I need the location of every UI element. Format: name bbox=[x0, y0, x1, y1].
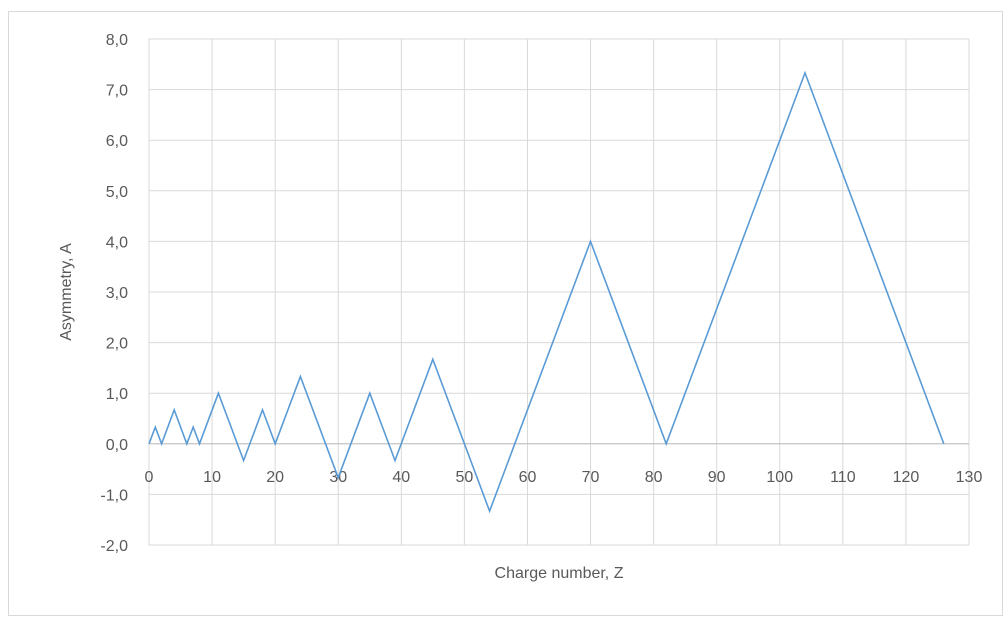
x-tick-label: 20 bbox=[266, 469, 284, 486]
y-tick-label: 4,0 bbox=[106, 234, 128, 251]
y-tick-label: -1,0 bbox=[100, 487, 128, 504]
x-tick-label: 110 bbox=[830, 469, 856, 486]
y-tick-label: 3,0 bbox=[106, 285, 128, 302]
x-tick-label: 60 bbox=[519, 469, 537, 486]
y-tick-label: 7,0 bbox=[106, 83, 128, 100]
y-tick-label: 0,0 bbox=[106, 437, 128, 454]
x-tick-label: 50 bbox=[455, 469, 473, 486]
x-tick-label: 70 bbox=[582, 469, 600, 486]
x-tick-label: 0 bbox=[145, 469, 154, 486]
x-tick-label: 90 bbox=[708, 469, 726, 486]
chart-area bbox=[8, 11, 1003, 616]
x-tick-label: 10 bbox=[203, 469, 221, 486]
x-axis-ticks: 0 10 20 30 40 50 60 70 80 90 100 110 120 130 bbox=[145, 469, 983, 486]
x-tick-label: 100 bbox=[766, 469, 793, 486]
series-group bbox=[148, 70, 945, 514]
x-axis-title: Charge number, Z bbox=[495, 565, 624, 582]
gridlines bbox=[148, 38, 970, 546]
y-tick-label: 1,0 bbox=[106, 386, 128, 403]
y-tick-label: 8,0 bbox=[106, 32, 128, 49]
y-axis-title: Asymmetry, A bbox=[58, 243, 75, 341]
x-tick-label: 80 bbox=[645, 469, 663, 486]
y-tick-label: 2,0 bbox=[106, 336, 128, 353]
y-axis-ticks: -2,0 -1,0 0,0 1,0 2,0 3,0 4,0 5,0 6,0 7,0 8,0 bbox=[100, 32, 128, 555]
x-tick-label: 120 bbox=[893, 469, 920, 486]
y-tick-label: 5,0 bbox=[106, 184, 128, 201]
y-tick-label: 6,0 bbox=[106, 133, 128, 150]
x-tick-label: 40 bbox=[392, 469, 410, 486]
series-line bbox=[148, 70, 945, 514]
x-tick-label: 130 bbox=[956, 469, 983, 486]
y-tick-label: -2,0 bbox=[100, 538, 128, 555]
